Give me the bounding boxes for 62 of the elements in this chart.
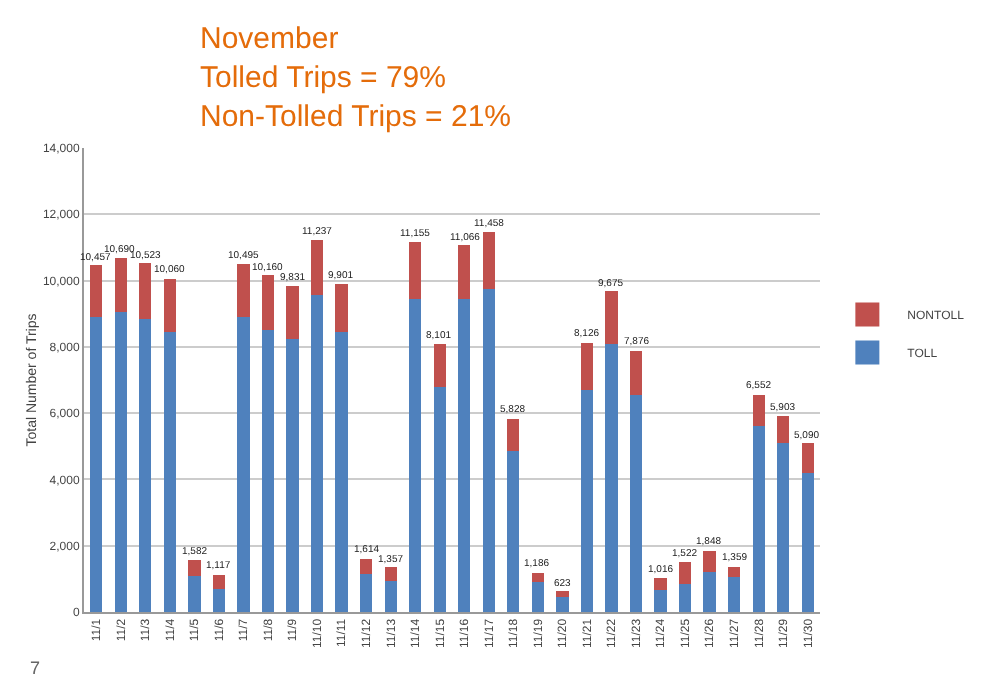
- bar: [580, 389, 594, 612]
- bar: [801, 472, 814, 612]
- bar: [310, 239, 324, 296]
- bar: [507, 451, 520, 612]
- bar: [507, 418, 520, 452]
- bar: [335, 331, 348, 612]
- bar: [482, 232, 495, 289]
- bar: [458, 245, 471, 299]
- bar: [237, 317, 250, 612]
- bar: [384, 580, 397, 612]
- bar: [703, 550, 716, 573]
- bar: [360, 573, 373, 612]
- bar: [605, 343, 618, 612]
- bar: [139, 263, 152, 319]
- bar: [752, 394, 765, 427]
- bar: [433, 386, 446, 612]
- text: 7: [30, 658, 41, 678]
- bar: [777, 416, 790, 443]
- bar: [114, 257, 127, 313]
- bar: [678, 583, 692, 612]
- bar: [286, 338, 299, 612]
- bar: [188, 575, 201, 612]
- bar: [335, 283, 348, 332]
- bar: [482, 288, 495, 612]
- bar: [728, 577, 741, 612]
- bar: [384, 567, 397, 581]
- bar: [409, 242, 422, 299]
- bar: [188, 559, 201, 576]
- chart-title: November Tolled Trips = 79% Non-Tolled Trips = 21%: [200, 21, 511, 134]
- bar: [777, 442, 790, 612]
- bar: [237, 264, 250, 318]
- bar: [728, 566, 741, 578]
- bar: [212, 574, 226, 589]
- bar: [605, 291, 618, 344]
- bar: [629, 394, 643, 612]
- bar: [629, 350, 643, 395]
- bar: [678, 561, 692, 584]
- bar: [212, 588, 226, 612]
- bar: [114, 312, 127, 612]
- bar: [703, 572, 716, 612]
- bar: [531, 582, 544, 612]
- bar: [580, 342, 594, 390]
- bar: [90, 317, 103, 612]
- bar: [286, 286, 299, 339]
- bar: [556, 597, 569, 612]
- bar: [458, 298, 471, 612]
- bar: [556, 591, 569, 598]
- bar: [433, 343, 446, 387]
- bar: [139, 318, 152, 612]
- bar: [163, 278, 176, 332]
- bar: [261, 330, 275, 612]
- bar: [163, 331, 176, 612]
- bar: [531, 572, 544, 583]
- bar: [90, 265, 103, 318]
- bar: [261, 275, 275, 331]
- bar: [310, 295, 324, 612]
- bar: [654, 590, 667, 612]
- bar: [801, 443, 814, 473]
- bar: [654, 578, 667, 591]
- bar: [752, 426, 765, 612]
- bar: [409, 298, 422, 612]
- bar: [360, 558, 373, 574]
